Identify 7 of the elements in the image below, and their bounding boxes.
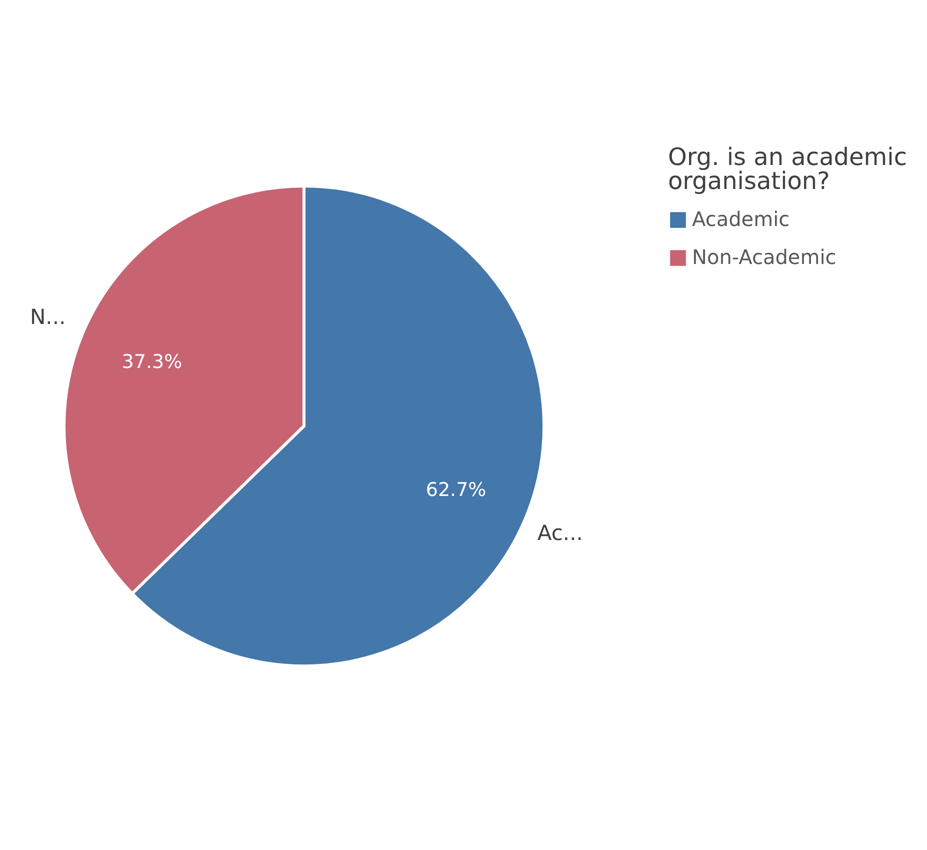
text: Ac... — [537, 521, 583, 545]
legend-label: Non-Academic — [692, 245, 836, 269]
data-label: 37.3% — [122, 350, 182, 373]
legend-title: Org. is an academic organisation? — [668, 143, 908, 195]
text: N... — [30, 305, 66, 329]
data-label: 62.7% — [426, 479, 486, 502]
legend-label: Academic — [692, 207, 790, 231]
